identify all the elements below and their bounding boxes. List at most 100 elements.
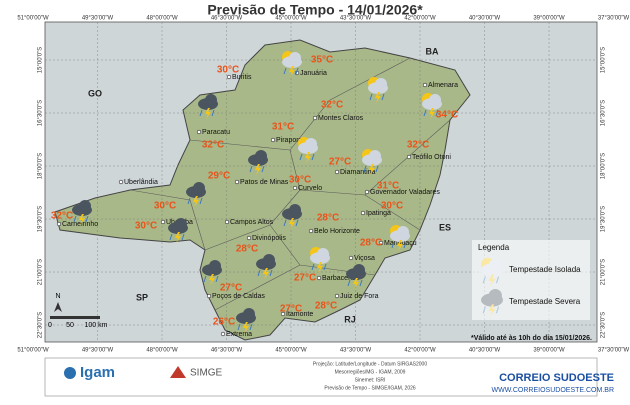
rain [249,165,253,173]
legend-box [472,240,590,320]
rain [363,165,367,173]
igam-logo [64,367,76,379]
city-label: Montes Claros [318,115,364,122]
temperature: 35°C [311,55,333,66]
city-dot [196,129,202,135]
city-label: Curvelo [298,185,322,192]
igam: Igam [80,364,115,381]
city-dot [334,169,340,175]
brand: CORREIO SUDOESTE [499,372,614,384]
cloud [243,308,255,320]
city-dot [312,115,318,121]
city-label: Barbacena [322,275,356,282]
city-dot [224,219,230,225]
city-label: Carneirinho [62,221,98,228]
city-label: Buritis [232,74,252,81]
bolt [289,218,295,229]
legend-item: Tempestade Severa [509,297,581,306]
rain [375,165,379,173]
lat-label: 18°00'0"S [38,153,44,179]
temperature: 28°C [360,238,382,249]
scale-tick: 0 [48,322,52,329]
cloud [317,248,329,260]
rain [295,67,299,75]
cloud [289,204,301,216]
bolt [289,66,295,77]
temperature: 30°C [135,221,157,232]
bolt [369,164,375,175]
rain [323,263,327,271]
lon-label: 51°00'00"W [17,348,49,354]
rain [211,109,215,117]
storm-isolated-icon [390,225,410,251]
city-dot [308,228,314,234]
city-dot [280,311,286,317]
temperature: 32°C [407,140,429,151]
lon-label: 42°00'00"W [404,16,436,22]
city-label: Extrema [226,331,252,338]
credit-line: Previsão de Tempo - SIMGE/IGAM, 2026 [324,385,416,391]
temperature: 27°C [294,273,316,284]
cloud [263,254,275,266]
city-label: Poços de Caldas [212,293,265,300]
rain [423,109,427,117]
cloud [79,200,91,212]
state-outline [54,39,471,341]
bolt [263,268,269,279]
storm-severe-icon [202,260,222,285]
city-dot [234,179,240,185]
city-dot [364,189,370,195]
lon-label: 42°00'00"W [404,348,436,354]
lon-label: 40°30'00"W [469,348,501,354]
bolt [205,108,211,119]
rain [283,219,287,227]
rain [199,197,203,205]
rain [359,279,363,287]
rain [215,275,219,283]
city-label: Belo Horizonte [314,228,360,235]
city-dot [246,235,252,241]
city-dot [378,240,384,246]
cloud [255,150,267,162]
lat-label: 22°30'0"S [38,312,44,338]
cloud [369,150,381,162]
rain [73,215,77,223]
legend-item: Tempestade Isolada [509,265,581,274]
temperature: 30°C [217,65,239,76]
site: WWW.CORREIOSUDOESTE.COM.BR [492,387,615,394]
scale-tick: 50 [66,322,74,329]
state-label: SP [136,292,148,302]
rain [435,109,439,117]
temperature: 28°C [236,244,258,255]
footer-box [44,357,598,397]
temperature: 28°C [315,301,337,312]
scale-tick: 100 km [85,322,108,329]
bolt [317,262,323,273]
lat-label: 22°30'0"S [601,312,607,338]
lon-label: 40°30'00"W [469,16,501,22]
rain [391,241,395,249]
bolt [305,152,311,163]
lon-label: 37°30'00"W [598,16,630,22]
cloud [375,78,387,90]
north-arrow [54,302,62,312]
city-label: Uberlândia [124,179,158,186]
cloud [175,218,187,230]
storm-isolated-icon [422,93,442,119]
lon-label: 51°00'00"W [17,16,49,22]
storm-severe-icon [198,94,218,119]
storm-severe-icon [248,150,268,175]
rain [237,323,241,331]
bolt [209,274,215,285]
city-label: Januária [300,70,327,77]
region-borders [129,57,451,311]
credit-line: Projeção: Latitude/Longitude - Datum SIR… [313,361,427,367]
rain [283,67,287,75]
bolt [397,240,403,251]
lon-label: 48°00'00"W [146,16,178,22]
temperature: 31°C [377,181,399,192]
lat-label: 21°00'0"S [38,259,44,285]
state-label: BA [426,46,439,56]
city-label: Divinópolis [252,235,286,242]
